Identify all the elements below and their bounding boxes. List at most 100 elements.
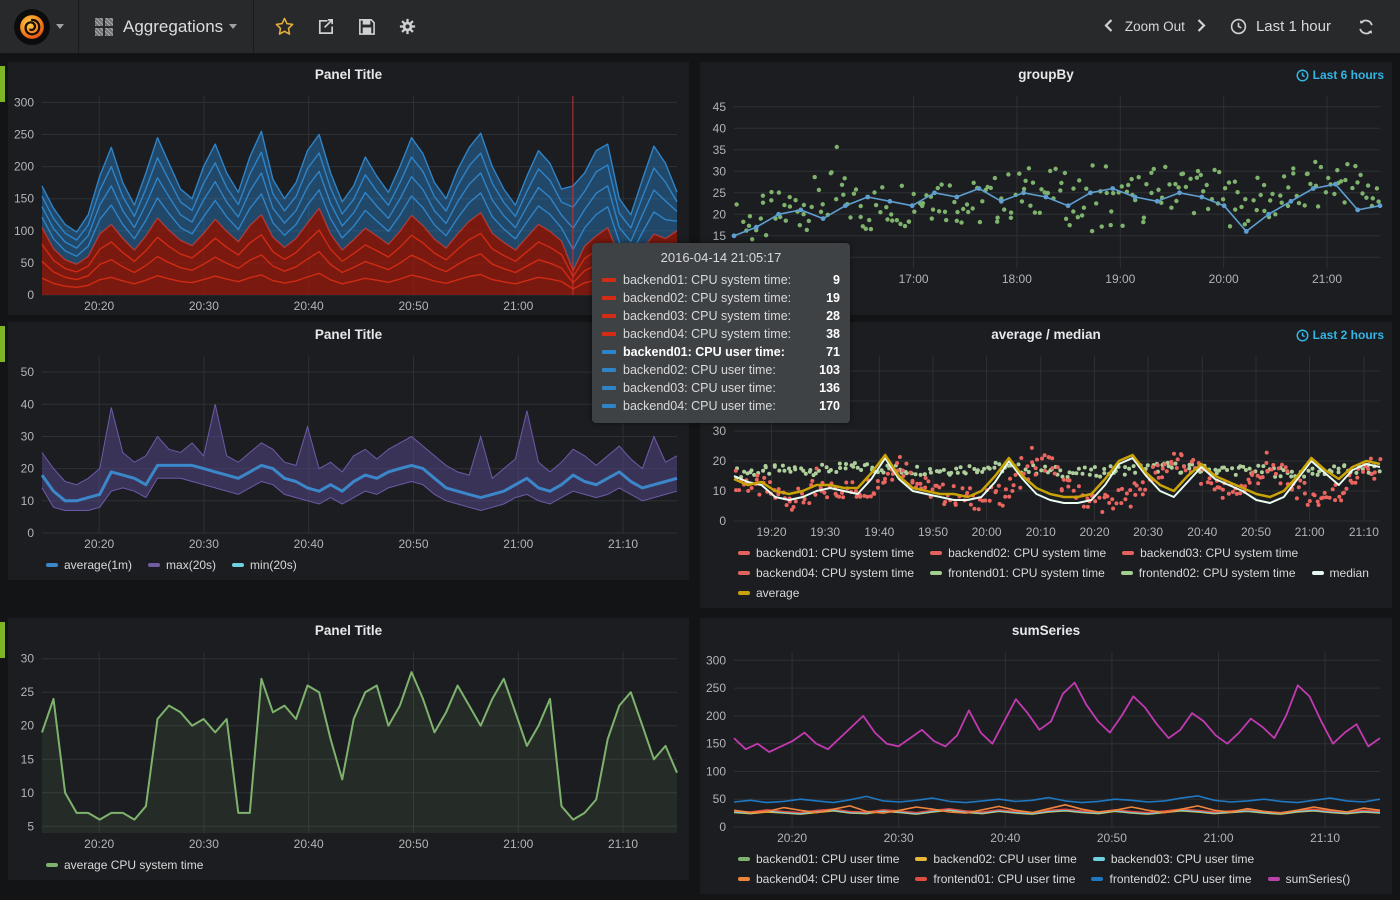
- scatter-dot: [912, 209, 917, 214]
- time-shift-back-button[interactable]: [1096, 18, 1121, 35]
- scatter-dot: [1172, 451, 1176, 456]
- zoom-out-button[interactable]: Zoom Out: [1124, 19, 1185, 34]
- row-toggle-handle[interactable]: [0, 326, 5, 362]
- panel-title[interactable]: average / median: [991, 327, 1101, 342]
- panel-title[interactable]: groupBy: [1018, 67, 1074, 82]
- tooltip-series-row: backend04: CPU user time: 170: [602, 397, 840, 415]
- scatter-dot: [937, 485, 942, 490]
- scatter-dot: [1372, 476, 1377, 481]
- legend-marker-icon: [930, 571, 943, 575]
- scatter-dot: [1336, 466, 1341, 471]
- scatter-dot: [1354, 470, 1359, 475]
- legend-item[interactable]: average(1m): [46, 556, 132, 574]
- tooltip-series-label: backend03: CPU system time:: [623, 309, 792, 323]
- legend-item[interactable]: backend01: CPU user time: [738, 850, 899, 868]
- time-shift-forward-button[interactable]: [1189, 18, 1214, 35]
- scatter-dot: [1077, 178, 1082, 183]
- legend-label: max(20s): [166, 558, 217, 572]
- panel-title[interactable]: sumSeries: [1011, 623, 1081, 638]
- share-dashboard-button[interactable]: [305, 0, 346, 53]
- scatter-dot: [1276, 466, 1281, 471]
- grafana-menu-button[interactable]: [0, 0, 79, 53]
- scatter-dot: [1316, 503, 1321, 507]
- scatter-dot: [1114, 501, 1119, 506]
- legend-item[interactable]: max(20s): [148, 556, 216, 574]
- scatter-dot: [746, 223, 752, 228]
- legend-item[interactable]: backend03: CPU user time: [1092, 850, 1254, 868]
- save-dashboard-button[interactable]: [346, 0, 387, 53]
- panel-title[interactable]: Panel Title: [314, 623, 383, 638]
- legend-marker-icon: [738, 877, 750, 881]
- y-axis-tick-label: 45: [713, 100, 727, 114]
- legend-item[interactable]: sumSeries(): [1267, 870, 1350, 888]
- scatter-dot: [828, 171, 833, 176]
- legend-item[interactable]: backend02: CPU user time: [915, 850, 1077, 868]
- legend-item[interactable]: average CPU system time: [46, 856, 203, 874]
- series-cpu-system-time: [41, 251, 678, 284]
- average-cpu-chart[interactable]: 5 10 15 20 25 30 20:20 20:30 20:40 20:50 21:00 21:1…: [8, 644, 689, 853]
- legend-item[interactable]: frontend02: CPU user time: [1091, 870, 1252, 888]
- scatter-dot: [1160, 475, 1165, 480]
- scatter-dot: [1145, 463, 1150, 468]
- scatter-dot: [1102, 467, 1107, 471]
- scatter-dot: [901, 474, 906, 478]
- legend-item[interactable]: backend03: CPU system time: [1122, 544, 1298, 562]
- dashboard-picker[interactable]: Aggregations: [79, 0, 255, 53]
- groupby-chart[interactable]: 101520253035404517:0018:0019:0020:0021:0…: [700, 88, 1392, 288]
- panel-title[interactable]: Panel Title: [314, 327, 383, 342]
- panel-groupby: groupBy Last 6 hours 101520253035404517:…: [700, 62, 1392, 315]
- y-axis-tick-label: 10: [21, 786, 35, 800]
- legend-item[interactable]: frontend02: CPU system time: [1120, 564, 1296, 582]
- legend-item[interactable]: min(20s): [232, 556, 297, 574]
- x-axis-tick-label: 21:10: [1349, 525, 1379, 539]
- time-range-picker[interactable]: Last 1 hour: [1214, 0, 1341, 53]
- scatter-dot: [742, 469, 747, 474]
- scatter-dot: [1377, 469, 1382, 474]
- tooltip-series-label: backend02: CPU system time:: [623, 291, 792, 305]
- row-toggle-handle[interactable]: [0, 622, 5, 658]
- scatter-dot: [749, 486, 754, 490]
- legend-item[interactable]: backend04: CPU system time: [738, 564, 914, 582]
- scatter-dot: [855, 465, 860, 470]
- scatter-dot: [1037, 210, 1042, 215]
- refresh-button[interactable]: [1341, 0, 1386, 53]
- scatter-dot: [1059, 488, 1064, 493]
- sumseries-chart[interactable]: 0 50 100 150 200 250 300 20:20 20:30 20:40 20:50 21…: [700, 644, 1392, 847]
- panel-sumseries: sumSeries 0 50 100 150 200 250 300 20:20 20:30 20…: [700, 618, 1392, 894]
- scatter-dot: [1179, 452, 1183, 457]
- scatter-dot: [1324, 495, 1329, 500]
- legend-item[interactable]: frontend01: CPU user time: [915, 870, 1075, 888]
- x-axis-tick-label: 19:20: [756, 525, 786, 539]
- legend-item[interactable]: backend02: CPU system time: [930, 544, 1106, 562]
- scatter-dot: [1008, 215, 1014, 220]
- y-axis-tick-label: 40: [21, 397, 35, 411]
- row-toggle-handle[interactable]: [0, 66, 5, 102]
- star-dashboard-button[interactable]: [264, 0, 305, 53]
- dashboard-settings-button[interactable]: [387, 0, 428, 53]
- scatter-dot: [1108, 464, 1113, 469]
- scatter-dot: [834, 197, 839, 202]
- series-point: [909, 203, 915, 209]
- x-axis-tick-label: 20:20: [1079, 525, 1109, 539]
- scatter-dot: [1333, 498, 1338, 503]
- legend-item[interactable]: backend01: CPU system time: [738, 544, 914, 562]
- scatter-dot: [1128, 504, 1133, 509]
- legend-item[interactable]: frontend01: CPU system time: [930, 564, 1105, 582]
- legend-label: backend01: CPU system time: [756, 546, 915, 560]
- legend-item[interactable]: backend04: CPU user time: [738, 870, 899, 888]
- y-axis-tick-label: 0: [27, 526, 34, 540]
- scatter-dot: [1217, 169, 1222, 175]
- avg-max-min-chart[interactable]: 0 10 20 30 40 50 20:20 20:30 20:40 20:50 21:00 21:1…: [8, 348, 689, 553]
- scatter-dot: [755, 473, 760, 478]
- legend-item[interactable]: average: [738, 584, 799, 602]
- y-axis-tick-label: 150: [14, 192, 34, 206]
- scatter-dot: [928, 470, 933, 475]
- cpu-stacked-chart[interactable]: 0 50 100 150 200 250 300 20:20 20:30 20:40 20:50 21…: [8, 88, 689, 315]
- tooltip-series-value: 9: [833, 273, 840, 287]
- scatter-dot: [1259, 470, 1264, 475]
- y-axis-tick-label: 250: [14, 128, 34, 142]
- scatter-dot: [996, 483, 1001, 488]
- scatter-dot: [1342, 490, 1346, 495]
- legend-item[interactable]: median: [1311, 564, 1369, 582]
- panel-title[interactable]: Panel Title: [314, 67, 383, 82]
